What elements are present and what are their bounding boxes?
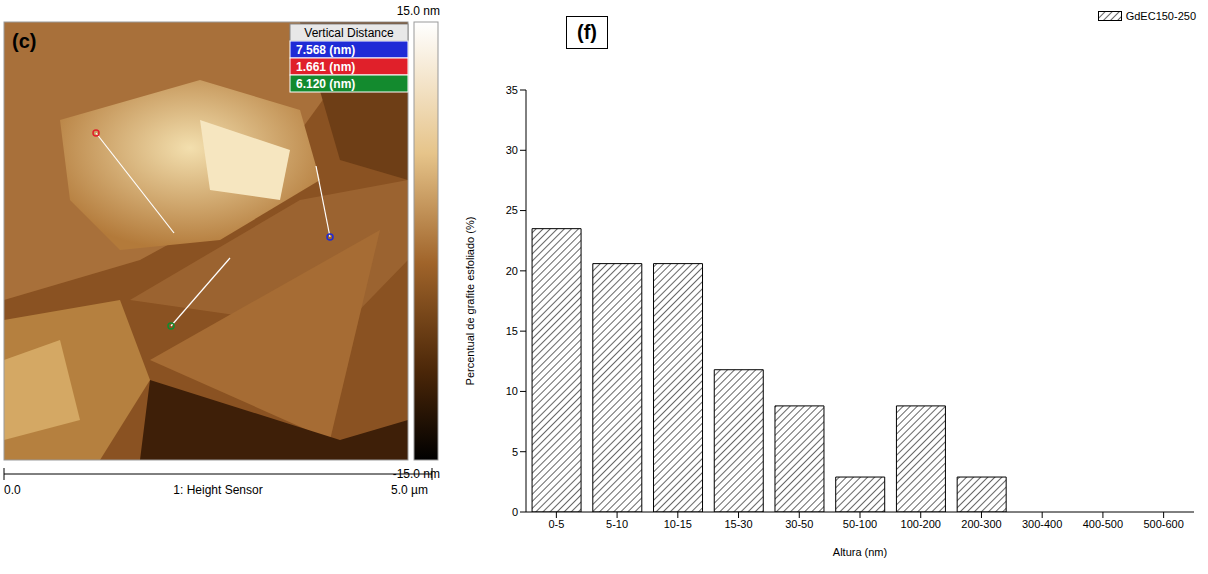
svg-text:35: 35 xyxy=(506,84,518,96)
svg-text:0: 0 xyxy=(512,506,518,518)
svg-text:(c): (c) xyxy=(12,30,36,52)
svg-text:Altura (nm): Altura (nm) xyxy=(833,546,887,558)
svg-text:20: 20 xyxy=(506,265,518,277)
svg-text:400-500: 400-500 xyxy=(1083,518,1123,530)
svg-text:300-400: 300-400 xyxy=(1022,518,1062,530)
html-text:GdEC150-250: GdEC150-250 xyxy=(1125,10,1196,22)
svg-text:-15.0 nm: -15.0 nm xyxy=(392,467,440,481)
svg-text:1: Height Sensor: 1: Height Sensor xyxy=(173,483,262,497)
svg-text:Percentual de grafite esfoliad: Percentual de grafite esfoliado (%) xyxy=(464,217,476,386)
svg-text:5-10: 5-10 xyxy=(606,518,628,530)
svg-text:1.661 (nm): 1.661 (nm) xyxy=(296,60,355,74)
svg-text:0-5: 0-5 xyxy=(548,518,564,530)
svg-text:6.120 (nm): 6.120 (nm) xyxy=(296,77,355,91)
svg-text:5: 5 xyxy=(512,446,518,458)
html-text:(f): (f) xyxy=(577,21,597,43)
svg-text:30-50: 30-50 xyxy=(785,518,813,530)
svg-text:50-100: 50-100 xyxy=(843,518,877,530)
svg-text:5.0 µm: 5.0 µm xyxy=(391,483,428,497)
svg-text:25: 25 xyxy=(506,204,518,216)
svg-text:7.568 (nm): 7.568 (nm) xyxy=(296,43,355,57)
svg-text:Vertical Distance: Vertical Distance xyxy=(304,26,394,40)
svg-text:10: 10 xyxy=(506,385,518,397)
svg-text:30: 30 xyxy=(506,144,518,156)
svg-text:15.0 nm: 15.0 nm xyxy=(397,4,440,18)
svg-text:15: 15 xyxy=(506,325,518,337)
svg-text:100-200: 100-200 xyxy=(901,518,941,530)
svg-text:0.0: 0.0 xyxy=(4,483,21,497)
svg-text:200-300: 200-300 xyxy=(961,518,1001,530)
svg-text:10-15: 10-15 xyxy=(664,518,692,530)
svg-text:500-600: 500-600 xyxy=(1143,518,1183,530)
svg-text:15-30: 15-30 xyxy=(724,518,752,530)
